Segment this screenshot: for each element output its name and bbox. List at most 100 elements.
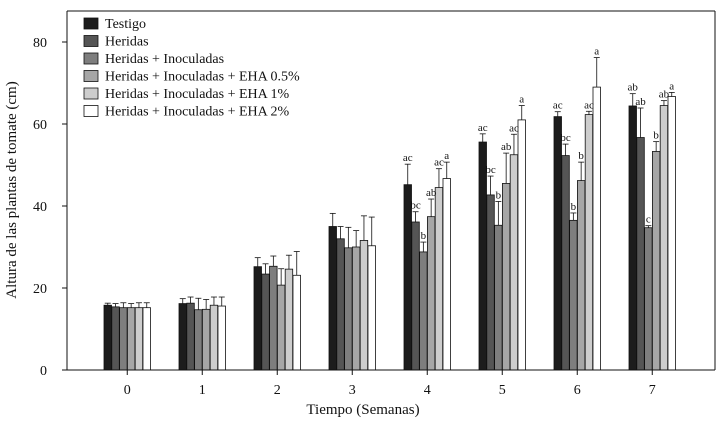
y-tick-label: 80 xyxy=(33,36,47,51)
axes xyxy=(66,10,716,371)
bar xyxy=(403,184,412,371)
bar xyxy=(134,307,144,371)
significance-label: bc xyxy=(560,132,571,144)
bar xyxy=(344,247,353,371)
significance-label: b xyxy=(578,150,584,162)
bar xyxy=(561,155,570,371)
bar xyxy=(411,221,420,371)
bar xyxy=(426,216,436,371)
bar xyxy=(127,307,136,371)
bar xyxy=(667,96,676,371)
y-ticks: 0 20 40 60 80 xyxy=(33,36,67,379)
error-bars-layer xyxy=(104,57,675,310)
bar xyxy=(209,304,219,371)
x-axis-title: Tiempo (Semanas) xyxy=(306,402,419,418)
significance-label: ac xyxy=(403,152,413,164)
bar xyxy=(351,246,361,371)
bar xyxy=(628,105,637,371)
x-tick-label: 1 xyxy=(199,383,206,398)
y-tick-label: 20 xyxy=(33,282,47,297)
legend-label: Testigo xyxy=(105,17,146,32)
bar xyxy=(652,151,661,371)
y-tick-label: 0 xyxy=(40,364,47,379)
significance-label: c xyxy=(646,214,651,226)
significance-label: bc xyxy=(410,200,421,212)
legend-swatch xyxy=(83,52,99,65)
legend-swatch xyxy=(83,35,99,47)
x-ticks: 0 1 2 3 4 5 6 7 xyxy=(124,370,656,398)
bar xyxy=(103,304,112,371)
bar xyxy=(486,194,495,371)
bar xyxy=(517,119,526,371)
significance-label: b xyxy=(653,130,659,142)
x-tick-label: 5 xyxy=(499,383,506,398)
x-tick-label: 0 xyxy=(124,383,131,398)
legend-swatch xyxy=(83,17,99,30)
significance-label: ac xyxy=(478,122,488,134)
x-tick-label: 2 xyxy=(274,383,281,398)
bar xyxy=(194,309,203,371)
significance-label: a xyxy=(594,46,599,58)
bar xyxy=(434,187,444,371)
bars-layer xyxy=(103,86,676,371)
bar xyxy=(178,303,187,371)
y-tick-label: 40 xyxy=(33,200,47,215)
bar xyxy=(569,219,578,371)
legend-label: Heridas xyxy=(105,35,149,50)
x-tick-label: 4 xyxy=(424,383,431,398)
legend-swatch xyxy=(83,70,99,82)
y-axis-title: Altura de las plantas de tomate (cm) xyxy=(4,81,20,298)
bar xyxy=(501,183,511,371)
bar xyxy=(142,307,151,371)
legend-label: Heridas + Inoculadas + EHA 0.5% xyxy=(105,70,300,85)
significance-label: ac xyxy=(584,99,594,111)
bar xyxy=(269,265,278,371)
bar xyxy=(201,308,211,371)
x-tick-label: 7 xyxy=(649,383,656,398)
significance-label: a xyxy=(519,94,524,106)
x-tick-label: 3 xyxy=(349,383,356,398)
legend-swatch xyxy=(83,105,99,117)
bar xyxy=(659,105,669,371)
bar xyxy=(328,226,337,371)
significance-label: ab xyxy=(659,89,670,101)
bar xyxy=(186,302,195,371)
legend-label: Heridas + Inoculadas + EHA 2% xyxy=(105,105,289,120)
bar xyxy=(261,273,270,371)
bar xyxy=(644,227,653,371)
bar xyxy=(478,141,487,371)
significance-label: ac xyxy=(509,122,519,134)
bar xyxy=(367,245,376,371)
bar xyxy=(592,86,601,371)
bar xyxy=(509,154,519,371)
significance-label: b xyxy=(421,230,427,242)
bar xyxy=(577,180,586,371)
bar xyxy=(442,178,451,371)
bar xyxy=(336,238,345,371)
bar xyxy=(253,266,262,371)
significance-label: b xyxy=(496,189,502,201)
significance-label: ab xyxy=(628,82,639,94)
significance-label: ab xyxy=(426,187,437,199)
significance-label: a xyxy=(669,80,674,92)
legend: Testigo Heridas Heridas + Inoculadas Herida… xyxy=(83,17,300,120)
significance-label: ab xyxy=(501,141,512,153)
bar xyxy=(359,240,369,371)
bar xyxy=(494,224,503,371)
bar xyxy=(553,116,562,371)
significance-label: a xyxy=(444,150,449,162)
bar xyxy=(217,305,226,371)
bar xyxy=(276,284,286,371)
x-tick-label: 6 xyxy=(574,383,581,398)
bar xyxy=(111,306,120,371)
bar xyxy=(292,274,301,371)
significance-label: ab xyxy=(635,96,646,108)
bar xyxy=(119,307,128,371)
legend-label: Heridas + Inoculadas xyxy=(105,52,224,67)
significance-label: ac xyxy=(553,100,563,112)
significance-label: b xyxy=(571,201,577,213)
bar xyxy=(419,251,428,371)
legend-swatch xyxy=(83,87,99,100)
